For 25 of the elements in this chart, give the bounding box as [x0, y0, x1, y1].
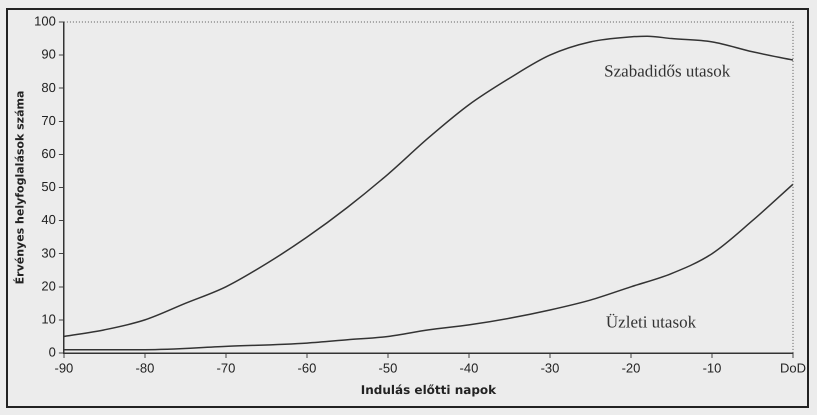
x-tick-label: -80: [136, 360, 154, 376]
y-tick-label: 70: [41, 112, 56, 128]
x-tick-label: -20: [622, 360, 640, 376]
y-tick-label: 100: [34, 14, 56, 29]
series-label: Üzleti utasok: [606, 312, 697, 332]
x-tick-label: DoD: [780, 360, 806, 376]
y-tick-label: 60: [41, 146, 56, 161]
x-axis-title: Indulás előtti napok: [360, 382, 498, 397]
y-tick-label: 50: [41, 179, 56, 194]
y-tick-label: 10: [41, 311, 56, 326]
y-tick-label: 90: [41, 46, 56, 62]
y-tick-label: 80: [41, 80, 56, 95]
x-tick-label: -50: [378, 360, 398, 376]
y-tick-label: 20: [41, 278, 56, 294]
x-tick-label: -70: [216, 360, 236, 376]
x-tick-label: -60: [298, 360, 316, 376]
series-label: Szabadidős utasok: [604, 62, 731, 81]
y-axis-title: Érvényes helyfoglalások száma: [12, 90, 26, 284]
y-tick-label: 0: [48, 344, 56, 360]
x-tick-label: -10: [702, 360, 722, 376]
x-tick-label: -90: [54, 360, 74, 376]
y-tick-label: 30: [41, 245, 56, 260]
y-tick-label: 40: [41, 212, 56, 228]
x-tick-label: -40: [460, 360, 478, 376]
x-tick-label: -30: [540, 360, 560, 376]
